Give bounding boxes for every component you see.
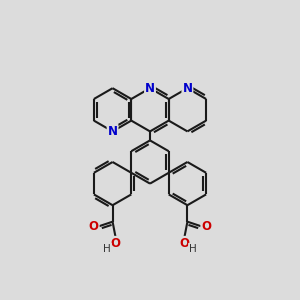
Text: O: O [89,220,99,233]
Text: O: O [201,220,211,233]
Text: N: N [108,125,118,138]
Text: H: H [189,244,197,254]
Text: O: O [179,237,189,250]
Text: N: N [145,82,155,95]
Text: N: N [182,82,192,95]
Text: O: O [111,237,121,250]
Text: H: H [103,244,111,254]
